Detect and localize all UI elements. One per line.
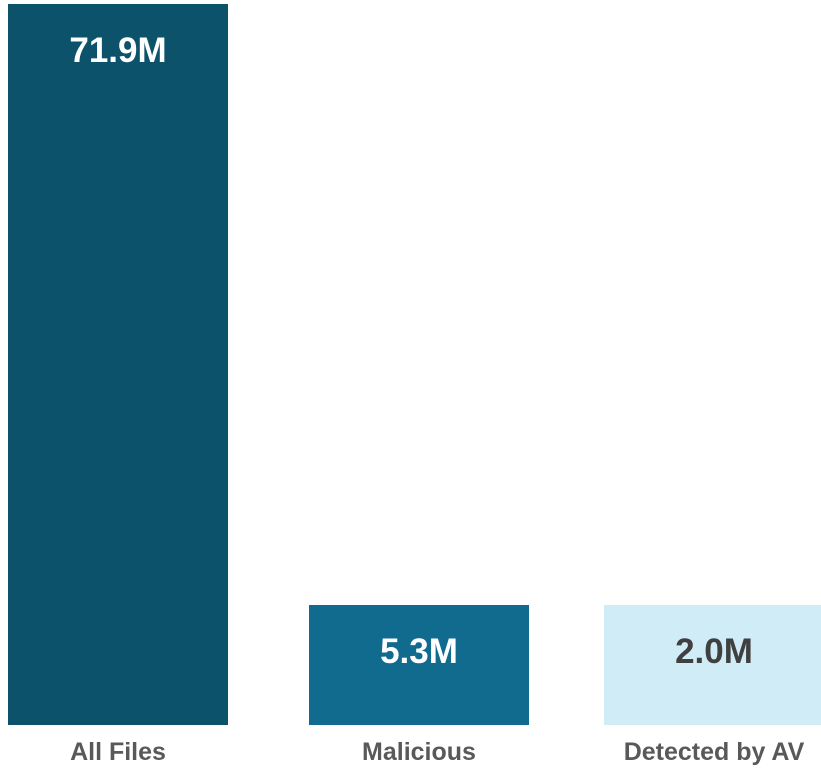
- data-label: 5.3M: [380, 632, 458, 671]
- bar-malicious: [309, 605, 529, 725]
- bar-detected-by-av: [604, 605, 821, 725]
- data-label: 71.9M: [69, 31, 166, 70]
- data-label: 2.0M: [675, 632, 753, 671]
- category-label: All Files: [70, 738, 166, 766]
- bar-all-files: [8, 4, 228, 725]
- category-label: Detected by AV: [624, 738, 805, 766]
- category-label: Malicious: [362, 738, 476, 766]
